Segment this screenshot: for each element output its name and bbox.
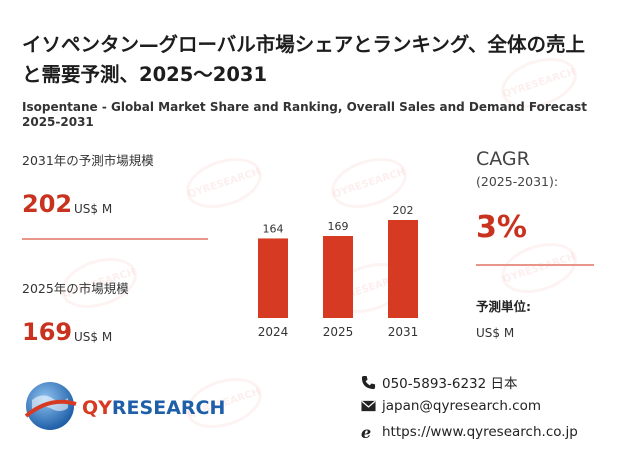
globe-icon [24, 382, 77, 430]
forecast-size-value: 202 [22, 190, 73, 218]
bar-2024 [258, 238, 288, 318]
data-label-2024: 164 [263, 222, 284, 235]
cagr-period: (2025-2031): [476, 174, 559, 189]
logo-text: QYRESEARCH [82, 397, 226, 419]
forecast-size-label: 2031年の予測市場規模 [22, 153, 154, 168]
divider [476, 264, 594, 266]
current-size-unit: US$ M [74, 330, 113, 344]
data-label-2025: 169 [328, 220, 349, 233]
forecast-size-unit: US$ M [74, 202, 113, 216]
page-subtitle: Isopentane - Global Market Share and Ran… [22, 100, 588, 129]
current-size-label: 2025年の市場規模 [22, 281, 129, 296]
bar-2031 [388, 220, 418, 318]
email-text[interactable]: japan@qyresearch.com [382, 398, 542, 414]
current-size-value: 169 [22, 318, 73, 346]
forecast-unit-label: 予測単位: [476, 299, 531, 314]
email-contact[interactable]: japan@qyresearch.com [360, 398, 541, 414]
forecast-unit-value: US$ M [476, 326, 515, 340]
website-contact[interactable]: e https://www.qyresearch.co.jp [360, 424, 578, 440]
bar-2025 [323, 236, 353, 318]
mail-icon [360, 398, 376, 414]
page-title: イソペンタン—グローバル市場シェアとランキング、全体の売上と需要予測、2025～… [22, 33, 585, 86]
x-tick-2024: 2024 [258, 325, 289, 339]
bar-chart: 164 2024 169 2025 202 2031 [258, 204, 419, 339]
phone-text: 050-5893-6232 日本 [382, 376, 518, 392]
web-icon: e [360, 424, 376, 440]
cagr-value: 3% [476, 210, 527, 245]
cagr-label: CAGR [476, 148, 530, 170]
website-text[interactable]: https://www.qyresearch.co.jp [382, 424, 578, 440]
data-label-2031: 202 [393, 204, 414, 217]
qyresearch-logo: QYRESEARCH [22, 372, 225, 438]
x-tick-2031: 2031 [388, 325, 419, 339]
phone-contact: 050-5893-6232 日本 [360, 372, 518, 392]
x-tick-2025: 2025 [323, 325, 354, 339]
phone-icon [360, 374, 376, 390]
svg-text:e: e [361, 424, 371, 440]
divider [22, 238, 208, 240]
